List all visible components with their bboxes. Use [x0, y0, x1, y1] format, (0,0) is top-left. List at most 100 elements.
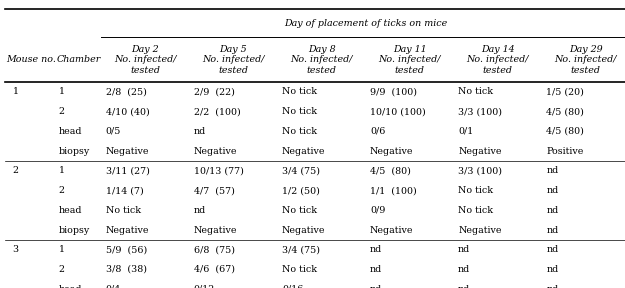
- Text: tested: tested: [571, 66, 601, 75]
- Text: Negative: Negative: [194, 226, 238, 234]
- Text: 4/5 (80): 4/5 (80): [546, 107, 584, 116]
- Text: 0/12: 0/12: [194, 285, 215, 288]
- Text: No tick: No tick: [282, 265, 317, 274]
- Text: tested: tested: [483, 66, 512, 75]
- Text: 4/7  (57): 4/7 (57): [194, 186, 234, 195]
- Text: 1/5 (20): 1/5 (20): [546, 88, 584, 96]
- Text: tested: tested: [307, 66, 336, 75]
- Text: Negative: Negative: [370, 226, 414, 234]
- Text: nd: nd: [194, 206, 206, 215]
- Text: 2: 2: [12, 166, 19, 175]
- Text: No tick: No tick: [282, 127, 317, 136]
- Text: nd: nd: [458, 265, 471, 274]
- Text: 4/6  (67): 4/6 (67): [194, 265, 235, 274]
- Text: nd: nd: [546, 285, 559, 288]
- Text: No tick: No tick: [282, 107, 317, 116]
- Text: nd: nd: [370, 265, 382, 274]
- Text: 6/8  (75): 6/8 (75): [194, 245, 235, 254]
- Text: nd: nd: [370, 245, 382, 254]
- Text: 0/1: 0/1: [458, 127, 473, 136]
- Text: Negative: Negative: [458, 226, 502, 234]
- Text: 1/2 (50): 1/2 (50): [282, 186, 320, 195]
- Text: 4/10 (40): 4/10 (40): [106, 107, 149, 116]
- Text: nd: nd: [546, 186, 559, 195]
- Text: No tick: No tick: [282, 88, 317, 96]
- Text: 0/9: 0/9: [370, 206, 386, 215]
- Text: 3: 3: [12, 245, 19, 254]
- Text: nd: nd: [458, 285, 471, 288]
- Text: Day 29: Day 29: [569, 45, 602, 54]
- Text: Positive: Positive: [546, 147, 584, 156]
- Text: 3/8  (38): 3/8 (38): [106, 265, 147, 274]
- Text: nd: nd: [546, 166, 559, 175]
- Text: 1/1  (100): 1/1 (100): [370, 186, 417, 195]
- Text: Day 5: Day 5: [219, 45, 248, 54]
- Text: 9/9  (100): 9/9 (100): [370, 88, 417, 96]
- Text: Negative: Negative: [106, 147, 149, 156]
- Text: Negative: Negative: [106, 226, 149, 234]
- Text: Day 14: Day 14: [481, 45, 514, 54]
- Text: tested: tested: [131, 66, 160, 75]
- Text: tested: tested: [219, 66, 248, 75]
- Text: Negative: Negative: [458, 147, 502, 156]
- Text: biopsy: biopsy: [59, 226, 90, 234]
- Text: 5/9  (56): 5/9 (56): [106, 245, 147, 254]
- Text: 2/2  (100): 2/2 (100): [194, 107, 241, 116]
- Text: nd: nd: [546, 206, 559, 215]
- Text: 3/11 (27): 3/11 (27): [106, 166, 149, 175]
- Text: No. infected/: No. infected/: [114, 55, 177, 64]
- Text: nd: nd: [194, 127, 206, 136]
- Text: 3/3 (100): 3/3 (100): [458, 107, 502, 116]
- Text: nd: nd: [458, 245, 471, 254]
- Text: 1: 1: [59, 166, 64, 175]
- Text: No. infected/: No. infected/: [290, 55, 352, 64]
- Text: 2: 2: [59, 265, 64, 274]
- Text: head: head: [59, 127, 82, 136]
- Text: nd: nd: [546, 265, 559, 274]
- Text: No. infected/: No. infected/: [202, 55, 265, 64]
- Text: 1: 1: [12, 88, 19, 96]
- Text: 2/9  (22): 2/9 (22): [194, 88, 234, 96]
- Text: head: head: [59, 285, 82, 288]
- Text: 10/10 (100): 10/10 (100): [370, 107, 426, 116]
- Text: 2: 2: [59, 107, 64, 116]
- Text: 0/6: 0/6: [370, 127, 386, 136]
- Text: 3/4 (75): 3/4 (75): [282, 245, 320, 254]
- Text: nd: nd: [546, 226, 559, 234]
- Text: nd: nd: [546, 245, 559, 254]
- Text: tested: tested: [395, 66, 425, 75]
- Text: 1/14 (7): 1/14 (7): [106, 186, 143, 195]
- Text: Day 2: Day 2: [131, 45, 159, 54]
- Text: Negative: Negative: [370, 147, 414, 156]
- Text: 2: 2: [59, 186, 64, 195]
- Text: 3/4 (75): 3/4 (75): [282, 166, 320, 175]
- Text: Negative: Negative: [194, 147, 238, 156]
- Text: 10/13 (77): 10/13 (77): [194, 166, 244, 175]
- Text: Day 8: Day 8: [308, 45, 336, 54]
- Text: No. infected/: No. infected/: [555, 55, 618, 64]
- Text: 0/5: 0/5: [106, 127, 121, 136]
- Text: 1: 1: [59, 245, 64, 254]
- Text: biopsy: biopsy: [59, 147, 90, 156]
- Text: head: head: [59, 206, 82, 215]
- Text: Day 11: Day 11: [393, 45, 426, 54]
- Text: No tick: No tick: [458, 186, 493, 195]
- Text: 1: 1: [59, 88, 64, 96]
- Text: No tick: No tick: [458, 88, 493, 96]
- Text: No tick: No tick: [458, 206, 493, 215]
- Text: Negative: Negative: [282, 226, 326, 234]
- Text: Day of placement of ticks on mice: Day of placement of ticks on mice: [284, 18, 448, 28]
- Text: 2/8  (25): 2/8 (25): [106, 88, 146, 96]
- Text: No. infected/: No. infected/: [379, 55, 441, 64]
- Text: Negative: Negative: [282, 147, 326, 156]
- Text: Chamber: Chamber: [57, 55, 101, 64]
- Text: No tick: No tick: [106, 206, 141, 215]
- Text: No. infected/: No. infected/: [466, 55, 529, 64]
- Text: 3/3 (100): 3/3 (100): [458, 166, 502, 175]
- Text: nd: nd: [370, 285, 382, 288]
- Text: No tick: No tick: [282, 206, 317, 215]
- Text: 0/16: 0/16: [282, 285, 303, 288]
- Text: 4/5  (80): 4/5 (80): [370, 166, 411, 175]
- Text: 0/4: 0/4: [106, 285, 121, 288]
- Text: 4/5 (80): 4/5 (80): [546, 127, 584, 136]
